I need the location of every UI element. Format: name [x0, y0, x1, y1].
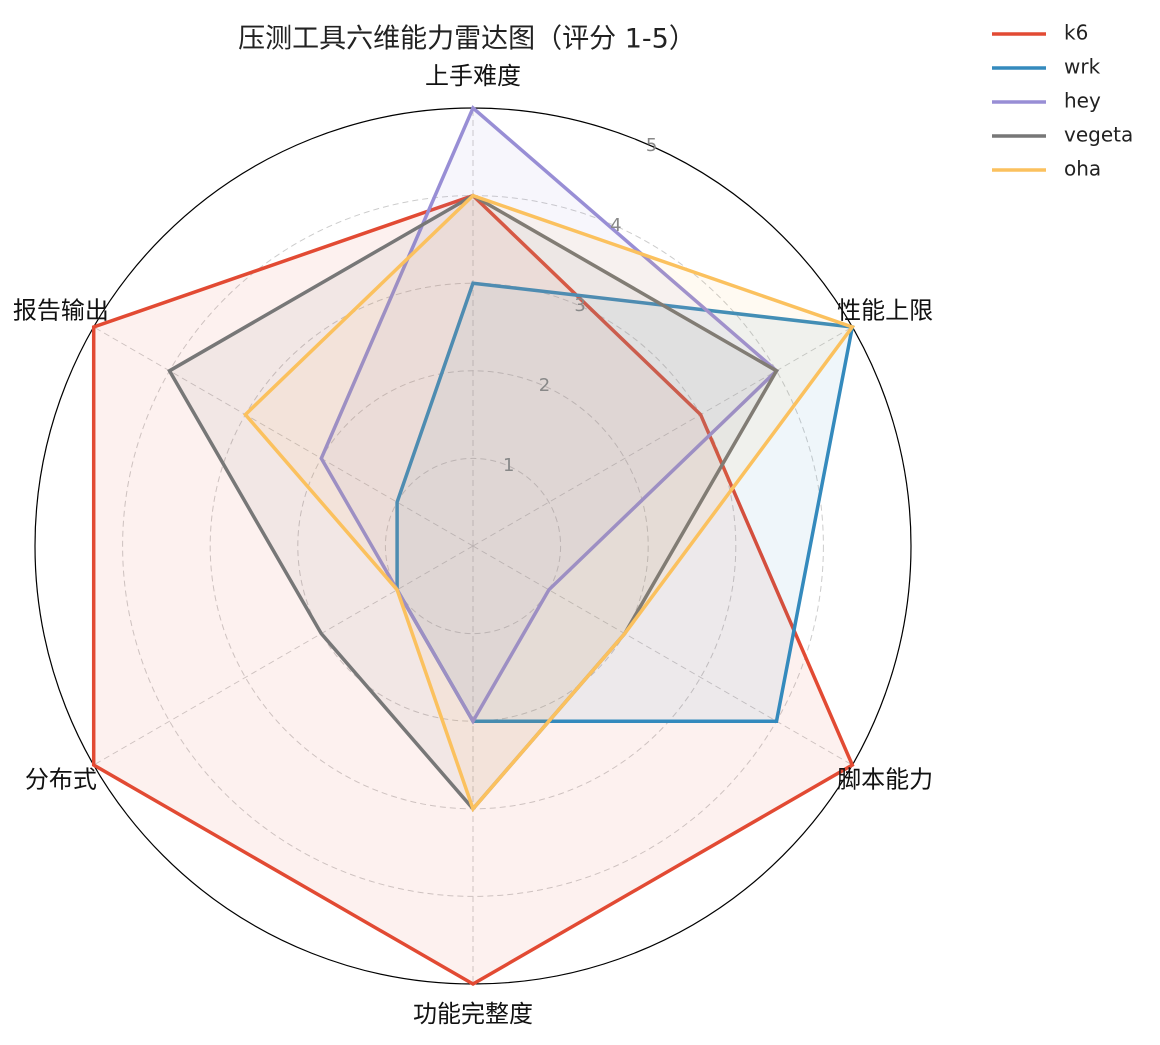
r-tick-label: 2 — [539, 375, 550, 396]
series-area — [245, 195, 853, 809]
series-area — [321, 108, 777, 722]
axis-label: 报告输出 — [13, 297, 109, 325]
spoke — [93, 326, 474, 547]
r-tick-label: 1 — [503, 455, 514, 476]
series-area — [169, 195, 777, 809]
axis-label: 分布式 — [25, 766, 97, 794]
r-tick-label: 4 — [610, 215, 621, 236]
axis-label: 脚本能力 — [837, 766, 933, 794]
legend-label: wrk — [1064, 55, 1101, 79]
axis-label: 功能完整度 — [413, 1000, 533, 1028]
legend-label: vegeta — [1064, 123, 1133, 147]
grid-circle — [384, 457, 562, 635]
legend-label: hey — [1064, 89, 1101, 113]
legend-label: oha — [1064, 157, 1101, 181]
series-area — [397, 283, 853, 722]
spoke — [472, 545, 853, 766]
legend-label: k6 — [1064, 21, 1088, 45]
chart-title: 压测工具六维能力雷达图（评分 1-5） — [238, 24, 696, 55]
series-line — [91, 193, 855, 987]
r-tick-label: 3 — [574, 295, 585, 316]
spoke — [93, 545, 474, 766]
spoke — [472, 326, 853, 547]
axis-label: 性能上限 — [837, 297, 933, 325]
r-tick-label: 5 — [646, 135, 657, 156]
axis-label: 上手难度 — [425, 62, 521, 90]
series-line — [242, 193, 856, 813]
series-area — [93, 195, 853, 985]
